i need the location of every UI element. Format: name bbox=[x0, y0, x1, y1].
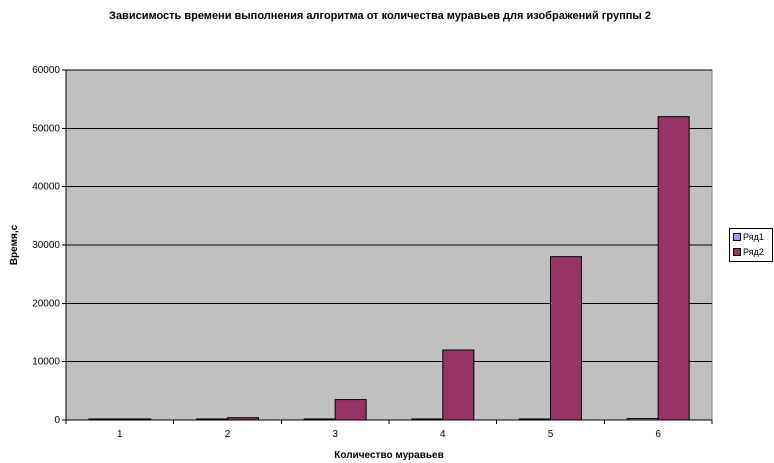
bar-series-2 bbox=[442, 349, 475, 421]
x-tick-label: 5 bbox=[548, 429, 554, 440]
y-tick-label: 40000 bbox=[32, 182, 60, 193]
x-tick-label: 1 bbox=[117, 429, 123, 440]
legend-swatch-series-2 bbox=[733, 248, 741, 256]
x-axis-label: Количество муравьев bbox=[334, 450, 443, 461]
bar-series-2 bbox=[657, 116, 690, 421]
y-tick-label: 50000 bbox=[32, 123, 60, 134]
x-tick-label: 4 bbox=[440, 429, 446, 440]
bar-series-2 bbox=[550, 256, 582, 421]
x-tick-label: 6 bbox=[655, 429, 661, 440]
legend-label-series-2: Ряд2 bbox=[743, 247, 764, 257]
y-tick-label: 30000 bbox=[32, 240, 60, 251]
y-tick-label: 0 bbox=[54, 415, 60, 426]
y-axis-label: Время,с bbox=[9, 224, 20, 265]
y-tick-label: 60000 bbox=[32, 65, 60, 76]
legend-swatch-series-1 bbox=[733, 233, 741, 241]
y-tick-label: 10000 bbox=[32, 357, 60, 368]
chart-title: Зависимость времени выполнения алгоритма… bbox=[109, 10, 651, 22]
x-tick-label: 3 bbox=[332, 429, 338, 440]
bars bbox=[88, 116, 690, 421]
legend: Ряд1 Ряд2 bbox=[729, 228, 773, 262]
x-tick-label: 2 bbox=[225, 429, 231, 440]
axis-labels: 0 10000 20000 30000 40000 50000 60000 1 2 3 4 5 6 bbox=[32, 65, 661, 440]
axes bbox=[62, 69, 713, 424]
y-tick-label: 20000 bbox=[32, 298, 60, 309]
legend-item-series-2: Ряд2 bbox=[733, 246, 764, 258]
legend-label-series-1: Ряд1 bbox=[743, 232, 764, 242]
legend-item-series-1: Ряд1 bbox=[733, 231, 764, 243]
bar-series-2 bbox=[334, 399, 367, 421]
